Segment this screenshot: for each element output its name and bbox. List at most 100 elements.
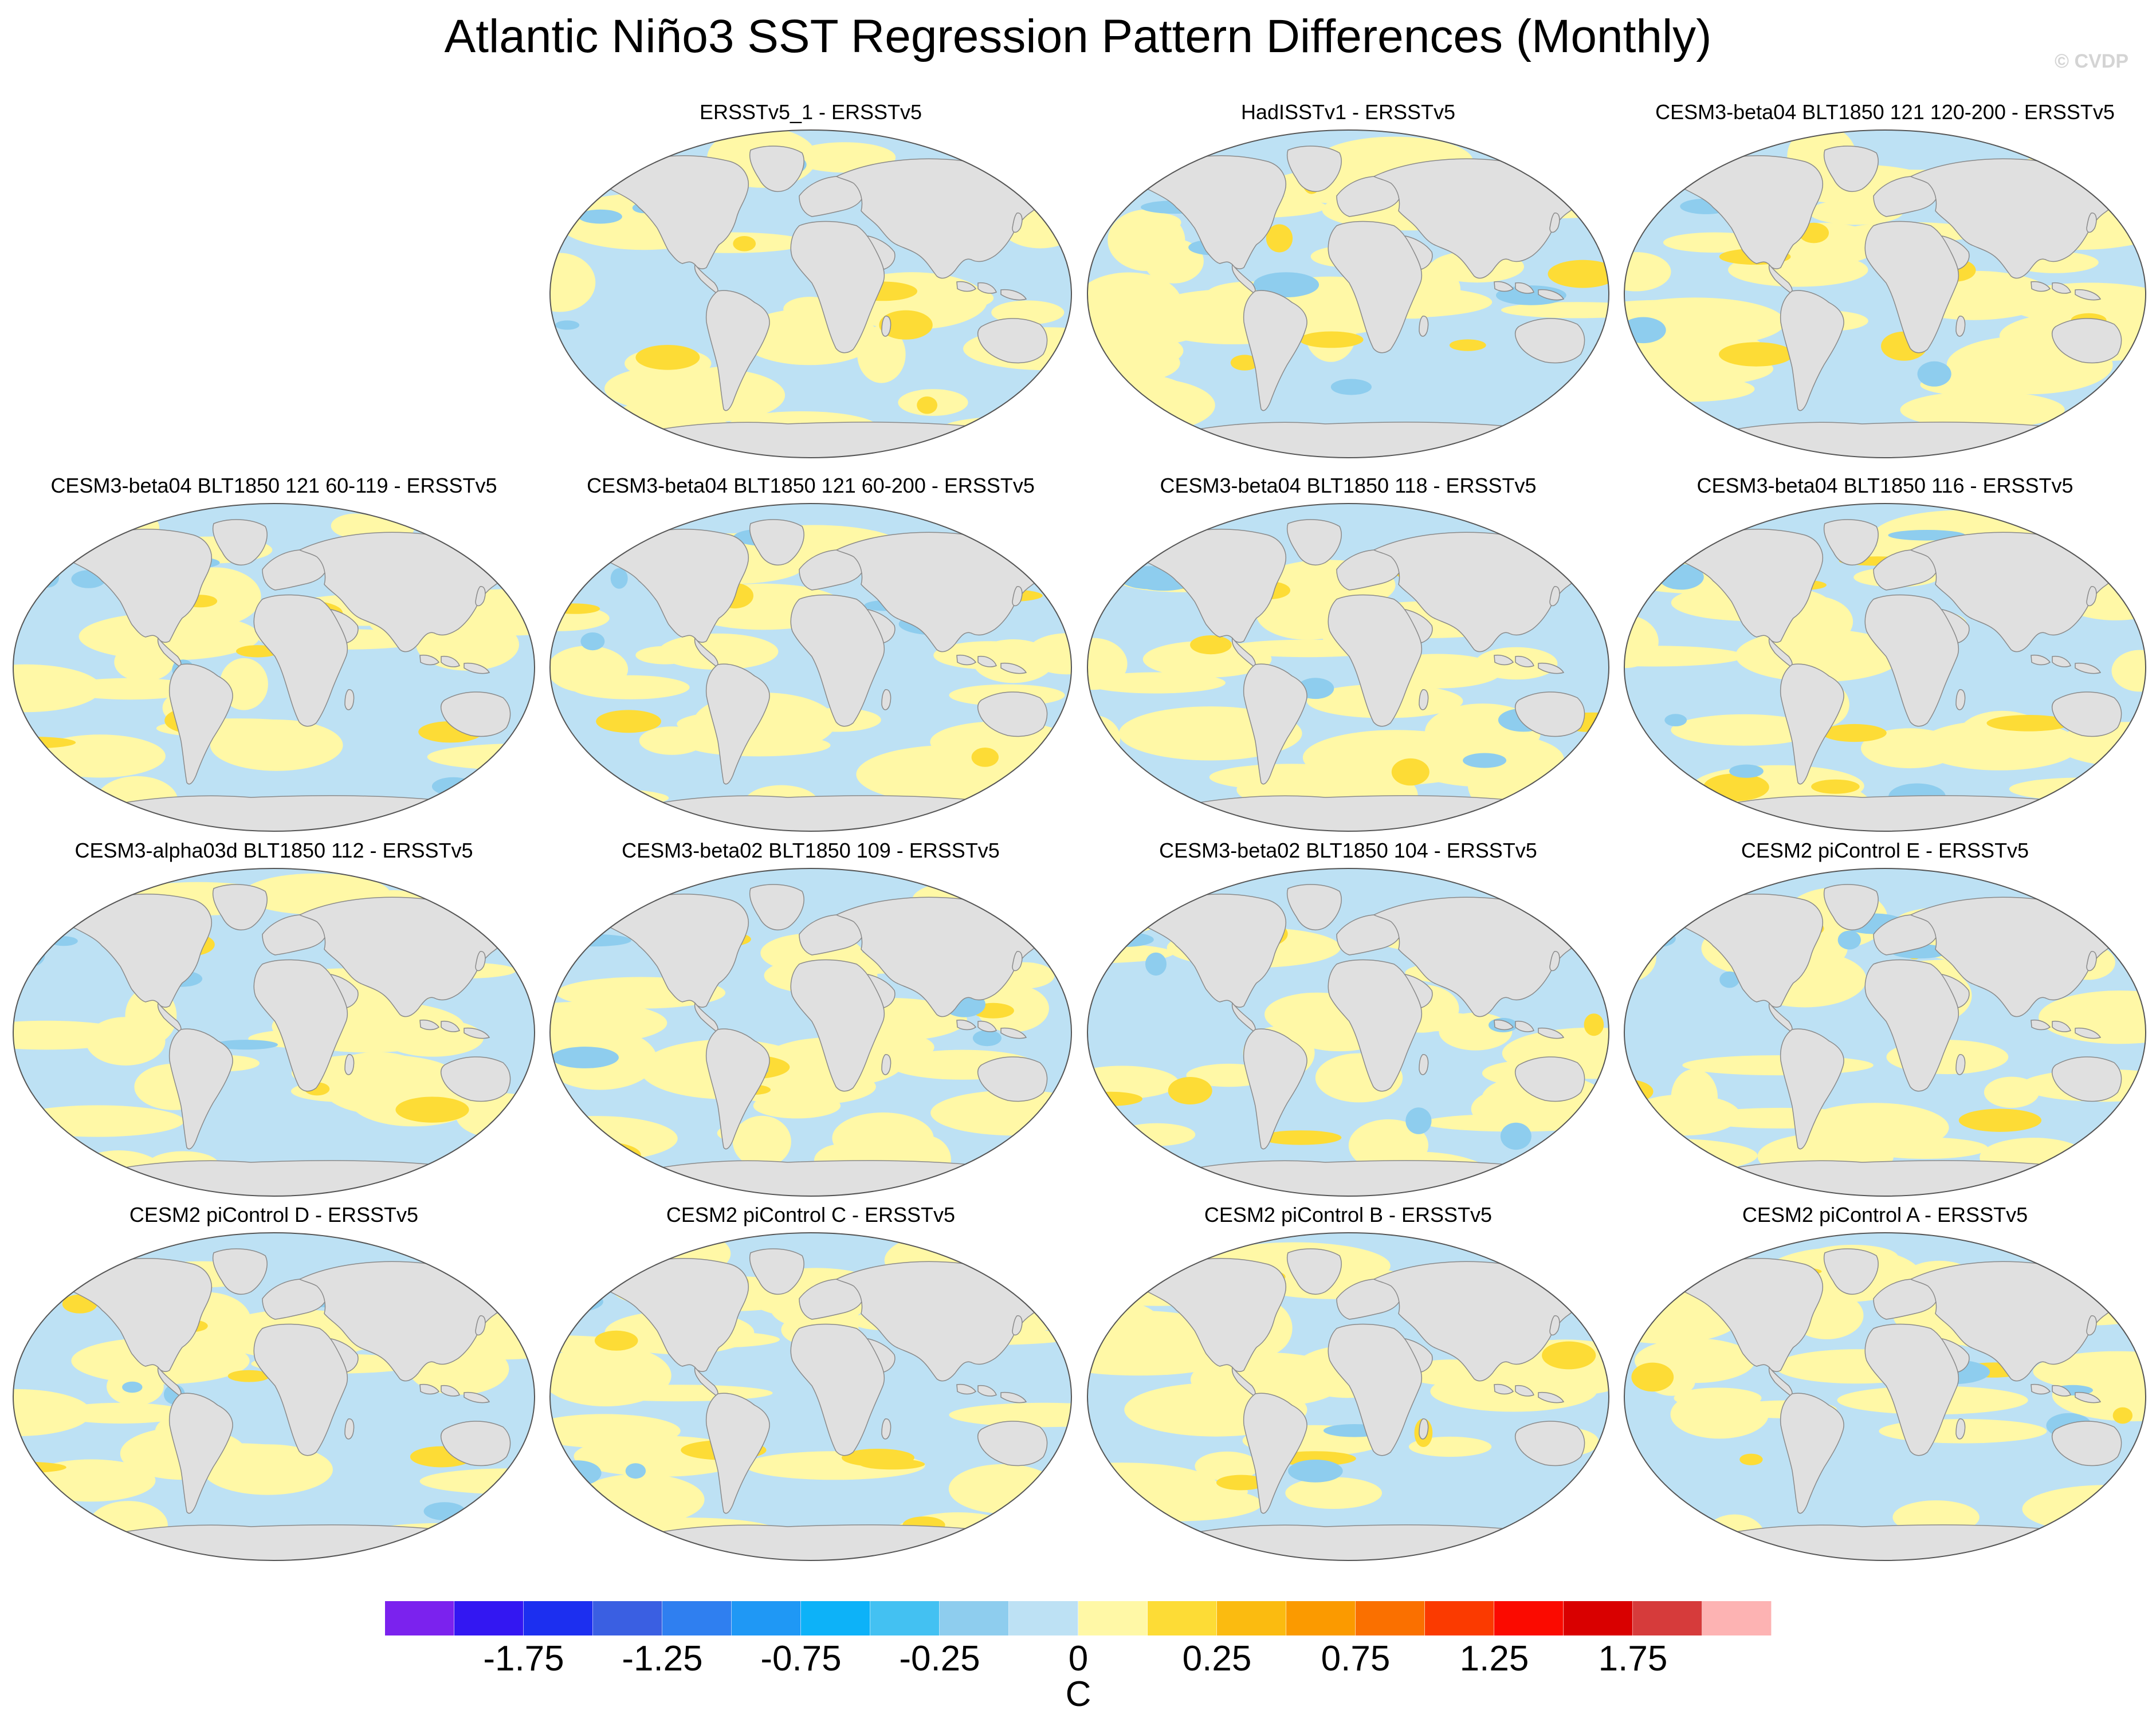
positive-anomaly-region <box>1285 1477 1383 1509</box>
globe-outline <box>549 868 1072 1197</box>
world-map <box>13 503 535 832</box>
positive-anomaly-region <box>732 1115 791 1168</box>
positive-anomaly-region <box>1530 869 1609 925</box>
negative-anomaly-region <box>1917 361 1951 387</box>
map-panel: CESM3-beta04 BLT1850 121 120-200 - ERSST… <box>1621 100 2149 461</box>
strong-positive-anomaly-region <box>917 396 937 414</box>
map-panel: CESM2 piControl D - ERSSTv5 <box>10 1202 537 1563</box>
strong-positive-anomaly-region <box>971 748 999 767</box>
globe-outline <box>549 129 1072 458</box>
world-map <box>1624 868 2146 1197</box>
negative-anomaly-region <box>553 1460 602 1486</box>
positive-anomaly-region <box>2111 650 2146 692</box>
panel-title: CESM3-beta04 BLT1850 118 - ERSSTv5 <box>1160 474 1537 497</box>
negative-anomaly-region <box>610 568 628 589</box>
positive-anomaly-region <box>1108 209 1185 272</box>
watermark: © CVDP <box>2055 50 2128 72</box>
figure-title: Atlantic Niño3 SST Regression Pattern Di… <box>444 10 1712 62</box>
positive-anomaly-region <box>1624 1521 1693 1560</box>
strong-positive-anomaly-region <box>594 1330 638 1351</box>
negative-anomaly-region <box>1330 379 1372 395</box>
colorbar-swatch <box>454 1601 524 1635</box>
colorbar-tick-label: -0.25 <box>899 1639 980 1678</box>
world-map <box>13 1232 535 1561</box>
colorbar-tick-label: 0.25 <box>1182 1639 1252 1678</box>
strong-positive-anomaly-region <box>2112 1407 2133 1424</box>
strong-positive-anomaly-region <box>733 236 756 251</box>
colorbar-units: C <box>1065 1674 1091 1714</box>
negative-anomaly-region <box>1837 930 1861 950</box>
positive-anomaly-region <box>457 1526 535 1556</box>
strong-positive-anomaly-region <box>1299 331 1364 348</box>
strong-positive-anomaly-region <box>1631 1362 1674 1392</box>
positive-anomaly-region <box>550 1344 671 1407</box>
positive-anomaly-region <box>571 675 690 699</box>
strong-positive-anomaly-region <box>557 546 576 567</box>
panel-title: CESM2 piControl C - ERSSTv5 <box>666 1203 956 1226</box>
colorbar-swatch <box>940 1601 1009 1635</box>
panel-title: ERSSTv5_1 - ERSSTv5 <box>699 100 922 124</box>
colorbar-tick-label: 1.75 <box>1598 1639 1668 1678</box>
panel-title: CESM3-beta04 BLT1850 121 60-200 - ERSSTv… <box>587 474 1035 497</box>
strong-positive-anomaly-region <box>1449 339 1486 351</box>
strong-positive-anomaly-region <box>395 1096 469 1123</box>
positive-anomaly-region <box>1002 504 1071 547</box>
globe-outline <box>1624 1232 2146 1561</box>
strong-positive-anomaly-region <box>1739 1453 1763 1465</box>
colorbar-tick-label: 1.25 <box>1459 1639 1529 1678</box>
colorbar-swatch <box>1217 1601 1286 1635</box>
colorbar-swatch <box>662 1601 732 1635</box>
strong-positive-anomaly-region <box>1719 342 1794 367</box>
strong-positive-anomaly-region <box>1230 355 1259 371</box>
strong-positive-anomaly-region <box>1216 1475 1267 1491</box>
negative-anomaly-region <box>1624 1287 1648 1314</box>
colorbar-swatch <box>1633 1601 1702 1635</box>
panel-title: CESM3-beta04 BLT1850 116 - ERSSTv5 <box>1696 474 2073 497</box>
negative-anomaly-region <box>1097 932 1154 947</box>
positive-anomaly-region <box>639 726 705 755</box>
world-map <box>549 868 1072 1197</box>
positive-anomaly-region <box>1624 252 1671 292</box>
positive-anomaly-region <box>1501 302 1609 319</box>
negative-anomaly-region <box>1288 1460 1343 1483</box>
map-panel: CESM3-beta04 BLT1850 116 - ERSSTv5 <box>1621 473 2149 834</box>
negative-anomaly-region <box>1664 714 1687 726</box>
negative-anomaly-region <box>122 1381 143 1393</box>
negative-anomaly-region <box>1145 952 1167 976</box>
panel-title: CESM3-beta04 BLT1850 121 120-200 - ERSST… <box>1655 100 2115 124</box>
world-map <box>1087 129 1609 458</box>
map-panel: CESM3-beta04 BLT1850 118 - ERSSTv5 <box>1085 473 1612 834</box>
strong-positive-anomaly-region <box>1548 260 1609 288</box>
panel-title: CESM2 piControl B - ERSSTv5 <box>1204 1203 1493 1226</box>
globe-outline <box>1624 129 2146 458</box>
globe-outline <box>1624 503 2146 832</box>
negative-anomaly-region <box>580 632 605 651</box>
negative-anomaly-region <box>1636 930 1676 947</box>
panel-title: CESM3-beta02 BLT1850 109 - ERSSTv5 <box>622 839 1000 862</box>
globe-outline <box>1624 868 2146 1197</box>
negative-anomaly-region <box>972 1030 1002 1047</box>
ocean-field <box>550 130 1071 458</box>
positive-anomaly-region <box>1900 391 2065 428</box>
negative-anomaly-region <box>1719 971 1739 988</box>
globe-outline <box>13 1232 535 1561</box>
world-map <box>1624 503 2146 832</box>
positive-anomaly-region <box>291 1054 453 1092</box>
colorbar-swatch <box>732 1601 801 1635</box>
colorbar <box>385 1601 1772 1635</box>
colorbar-swatch <box>1078 1601 1148 1635</box>
world-map <box>1087 868 1609 1197</box>
globe-outline <box>1087 868 1609 1197</box>
positive-anomaly-region <box>462 1520 535 1547</box>
negative-anomaly-region <box>625 1463 646 1479</box>
colorbar-tick-label: 0 <box>1068 1639 1089 1678</box>
positive-anomaly-region <box>464 509 535 540</box>
strong-positive-anomaly-region <box>1190 635 1232 655</box>
colorbar-swatch <box>801 1601 870 1635</box>
negative-anomaly-region <box>28 1292 50 1312</box>
globe-outline <box>13 868 535 1197</box>
world-map <box>549 503 1072 832</box>
positive-anomaly-region <box>1118 1123 1196 1146</box>
positive-anomaly-region <box>658 633 779 670</box>
strong-positive-anomaly-region <box>879 310 933 340</box>
